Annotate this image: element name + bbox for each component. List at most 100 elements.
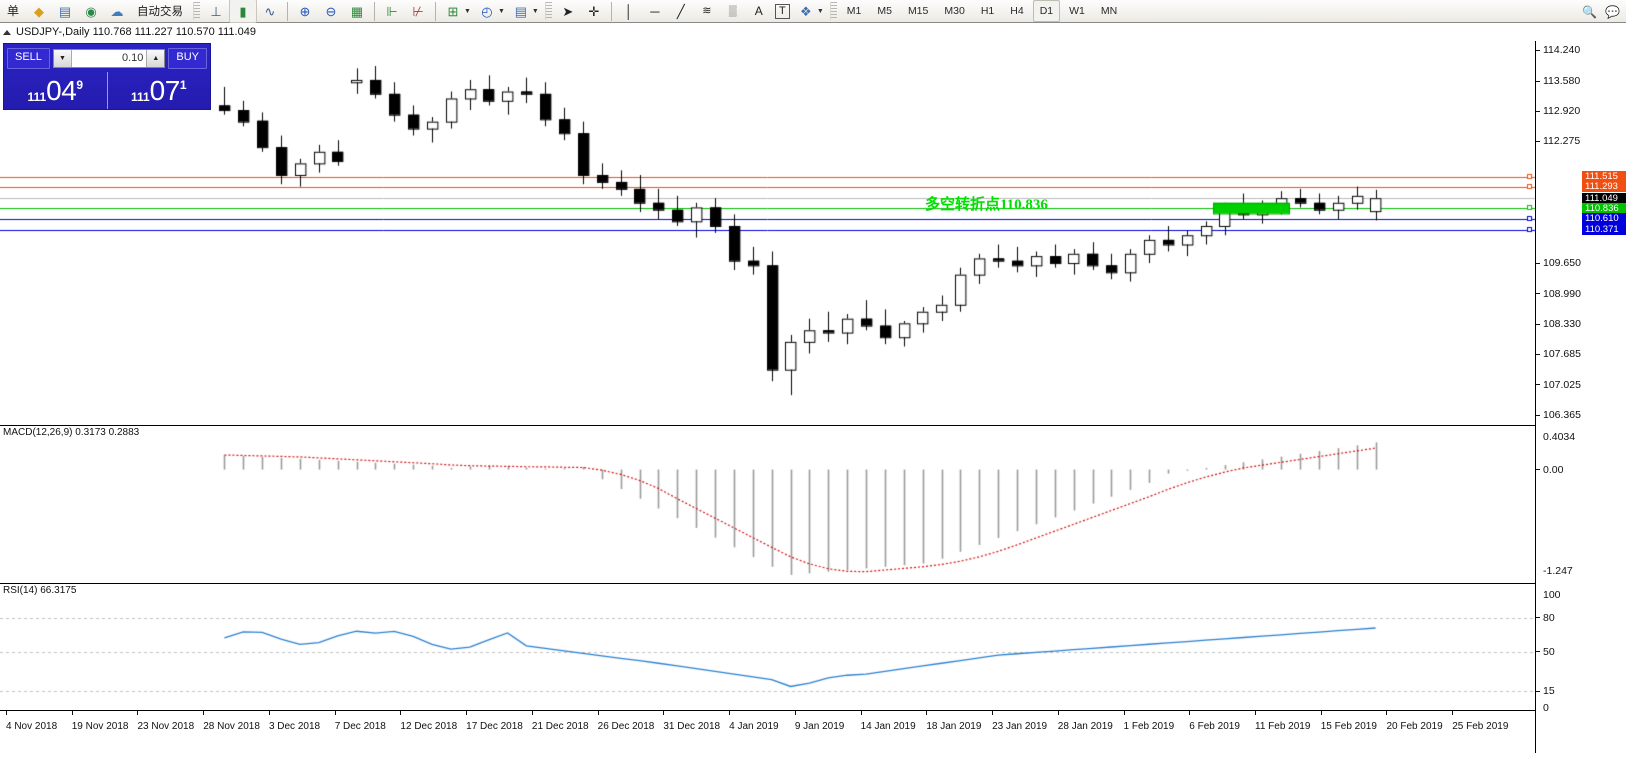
price-tick: 106.365: [1536, 409, 1581, 421]
date-tick: 1 Feb 2019: [1123, 721, 1175, 732]
one-click-trading-panel[interactable]: SELL ▼ 0.10 ▲ BUY 111 04 9 111 07 1: [3, 43, 211, 110]
expert-advisor-icon[interactable]: ◆: [34, 3, 44, 19]
volume-stepper[interactable]: ▼ 0.10 ▲: [52, 48, 166, 68]
volume-increase-icon[interactable]: ▲: [146, 49, 165, 67]
chart-area[interactable]: MACD(12,26,9) 0.3173 0.2883 RSI(14) 66.3…: [0, 41, 1626, 753]
trendline-icon[interactable]: ╱: [676, 3, 685, 19]
timeframe-mn[interactable]: MN: [1100, 5, 1118, 17]
price-level-label-support[interactable]: 110.610: [1582, 213, 1626, 225]
fibonacci-icon[interactable]: ▒: [728, 4, 737, 17]
vertical-line-icon[interactable]: │: [624, 3, 633, 19]
rsi-tick: 15: [1536, 685, 1555, 697]
price-level-label-support[interactable]: 110.371: [1582, 224, 1626, 236]
sell-price[interactable]: 111 04 9: [4, 72, 108, 109]
indicators-icon[interactable]: ⊞ ▼: [447, 3, 471, 19]
bar-chart-icon[interactable]: ⊥: [210, 3, 222, 19]
chevron-down-icon-4[interactable]: ▼: [816, 7, 824, 15]
chevron-down-icon-3[interactable]: ▼: [531, 7, 539, 15]
templates-icon[interactable]: ▤ ▼: [514, 3, 539, 19]
chat-icon[interactable]: 💬: [1605, 4, 1620, 19]
timeframe-m15[interactable]: M15: [907, 5, 929, 17]
price-tick: 109.650: [1536, 257, 1581, 269]
price-level-label-bid[interactable]: 111.049: [1582, 192, 1626, 204]
toolbar-grip[interactable]: [193, 2, 200, 20]
toolbar-separator: [287, 1, 288, 21]
chart-shift-icon[interactable]: ⊩: [386, 3, 398, 19]
date-tick-mark: [663, 711, 665, 715]
timeframe-w1[interactable]: W1: [1069, 5, 1085, 17]
text-label-icon[interactable]: T: [772, 0, 793, 22]
date-tick-mark: [1189, 711, 1191, 715]
date-tick: 4 Nov 2018: [6, 721, 58, 732]
date-tick: 6 Feb 2019: [1189, 721, 1240, 732]
search-icon[interactable]: 🔍: [1582, 4, 1598, 19]
date-tick: 21 Dec 2018: [531, 721, 589, 732]
market-watch-icon[interactable]: ◉: [85, 3, 97, 19]
chart-canvas[interactable]: [0, 41, 1535, 753]
chevron-down-icon[interactable]: ▼: [464, 7, 471, 15]
price-level-label-resistance[interactable]: 111.515: [1582, 171, 1626, 183]
timeframe-m1[interactable]: M1: [846, 5, 862, 17]
crosshair-icon[interactable]: ✛: [588, 3, 600, 19]
zoom-in-icon[interactable]: ⊕: [299, 3, 311, 19]
trade-panel-controls[interactable]: SELL ▼ 0.10 ▲ BUY: [4, 44, 210, 72]
shapes-icon[interactable]: ❖ ▼: [799, 3, 824, 19]
main-toolbar[interactable]: 单 ◆ ▤ ◉ ☁ 自动交易 ⊥ ▮ ∿ ⊕ ⊖ ▦ ⊩ ⊬ ⊞ ▼ ◴ ▼ ▤ ▼ …: [0, 0, 1626, 23]
price-tick: 107.025: [1536, 379, 1581, 391]
date-tick-mark: [1320, 711, 1322, 715]
date-tick-mark: [466, 711, 468, 715]
price-level-label-resistance[interactable]: 111.293: [1582, 181, 1626, 193]
candlestick-chart-icon[interactable]: ▮: [229, 0, 257, 23]
pivot-annotation: 多空转折点110.836: [925, 197, 1048, 213]
auto-scroll-icon[interactable]: ⊬: [412, 3, 424, 19]
sell-button[interactable]: SELL: [7, 47, 50, 69]
volume-decrease-icon[interactable]: ▼: [53, 49, 72, 67]
date-tick: 28 Jan 2019: [1057, 721, 1113, 732]
date-tick-mark: [334, 711, 336, 715]
chevron-down-icon-2[interactable]: ▼: [497, 7, 505, 15]
date-tick: 28 Nov 2018: [203, 721, 260, 732]
macd-tick: 0.00: [1536, 464, 1563, 476]
line-chart-icon[interactable]: ∿: [264, 3, 276, 19]
timeframe-h1[interactable]: H1: [980, 5, 995, 17]
toolbar-grip-2[interactable]: [544, 2, 552, 20]
date-tick: 11 Feb 2019: [1255, 721, 1311, 732]
price-tick: 112.920: [1536, 105, 1580, 117]
price-tick: 113.580: [1536, 75, 1580, 87]
toolbar-right-tools[interactable]: 🔍 💬: [1582, 0, 1620, 23]
zoom-out-icon[interactable]: ⊖: [325, 3, 337, 19]
price-tick: 108.330: [1536, 318, 1581, 330]
macd-tick: 0.4034: [1543, 430, 1576, 443]
period-clock-icon[interactable]: ◴ ▼: [481, 3, 505, 19]
macd-pane: [0, 425, 1535, 426]
text-icon[interactable]: A: [754, 4, 763, 18]
navigator-icon[interactable]: ☁: [110, 3, 124, 19]
horizontal-line-icon[interactable]: ─: [650, 3, 660, 19]
autotrading-button[interactable]: 自动交易: [130, 0, 190, 22]
volume-input[interactable]: 0.10: [121, 51, 144, 64]
buy-price[interactable]: 111 07 1: [108, 72, 211, 109]
timeframe-m30[interactable]: M30: [944, 5, 965, 17]
date-axis[interactable]: 4 Nov 2018 19 Nov 2018 23 Nov 2018 28 Nov 2…: [0, 710, 1535, 753]
tile-windows-icon[interactable]: ▦: [350, 3, 364, 19]
date-tick: 19 Nov 2018: [71, 721, 129, 732]
toolbar-separator-4: [610, 1, 612, 21]
macd-tick: -1.247: [1543, 564, 1573, 577]
date-tick: 7 Dec 2018: [334, 721, 386, 732]
equidistant-channel-icon[interactable]: ≋: [702, 4, 712, 17]
price-axis[interactable]: 114.240 113.580 112.920 112.275 109.650 108.9…: [1535, 41, 1626, 753]
date-tick: 15 Feb 2019: [1320, 721, 1377, 732]
cursor-icon[interactable]: ➤: [562, 3, 574, 19]
buy-button[interactable]: BUY: [168, 47, 207, 69]
timeframe-m5[interactable]: M5: [877, 5, 892, 17]
date-tick-mark: [137, 711, 139, 715]
timeframe-d1[interactable]: D1: [1032, 0, 1061, 22]
timeframe-bar[interactable]: M1 M5 M15 M30 H1 H4 D1 W1 MN: [840, 0, 1124, 22]
new-order-icon[interactable]: 单: [6, 4, 19, 18]
collapse-triangle-icon[interactable]: [3, 29, 11, 35]
timeframe-h4[interactable]: H4: [1010, 5, 1024, 17]
price-level-label-pivot[interactable]: 110.836: [1582, 202, 1626, 214]
date-tick: 12 Dec 2018: [400, 721, 458, 732]
toolbar-grip-3[interactable]: [829, 2, 837, 20]
data-window-icon[interactable]: ▤: [58, 3, 72, 19]
